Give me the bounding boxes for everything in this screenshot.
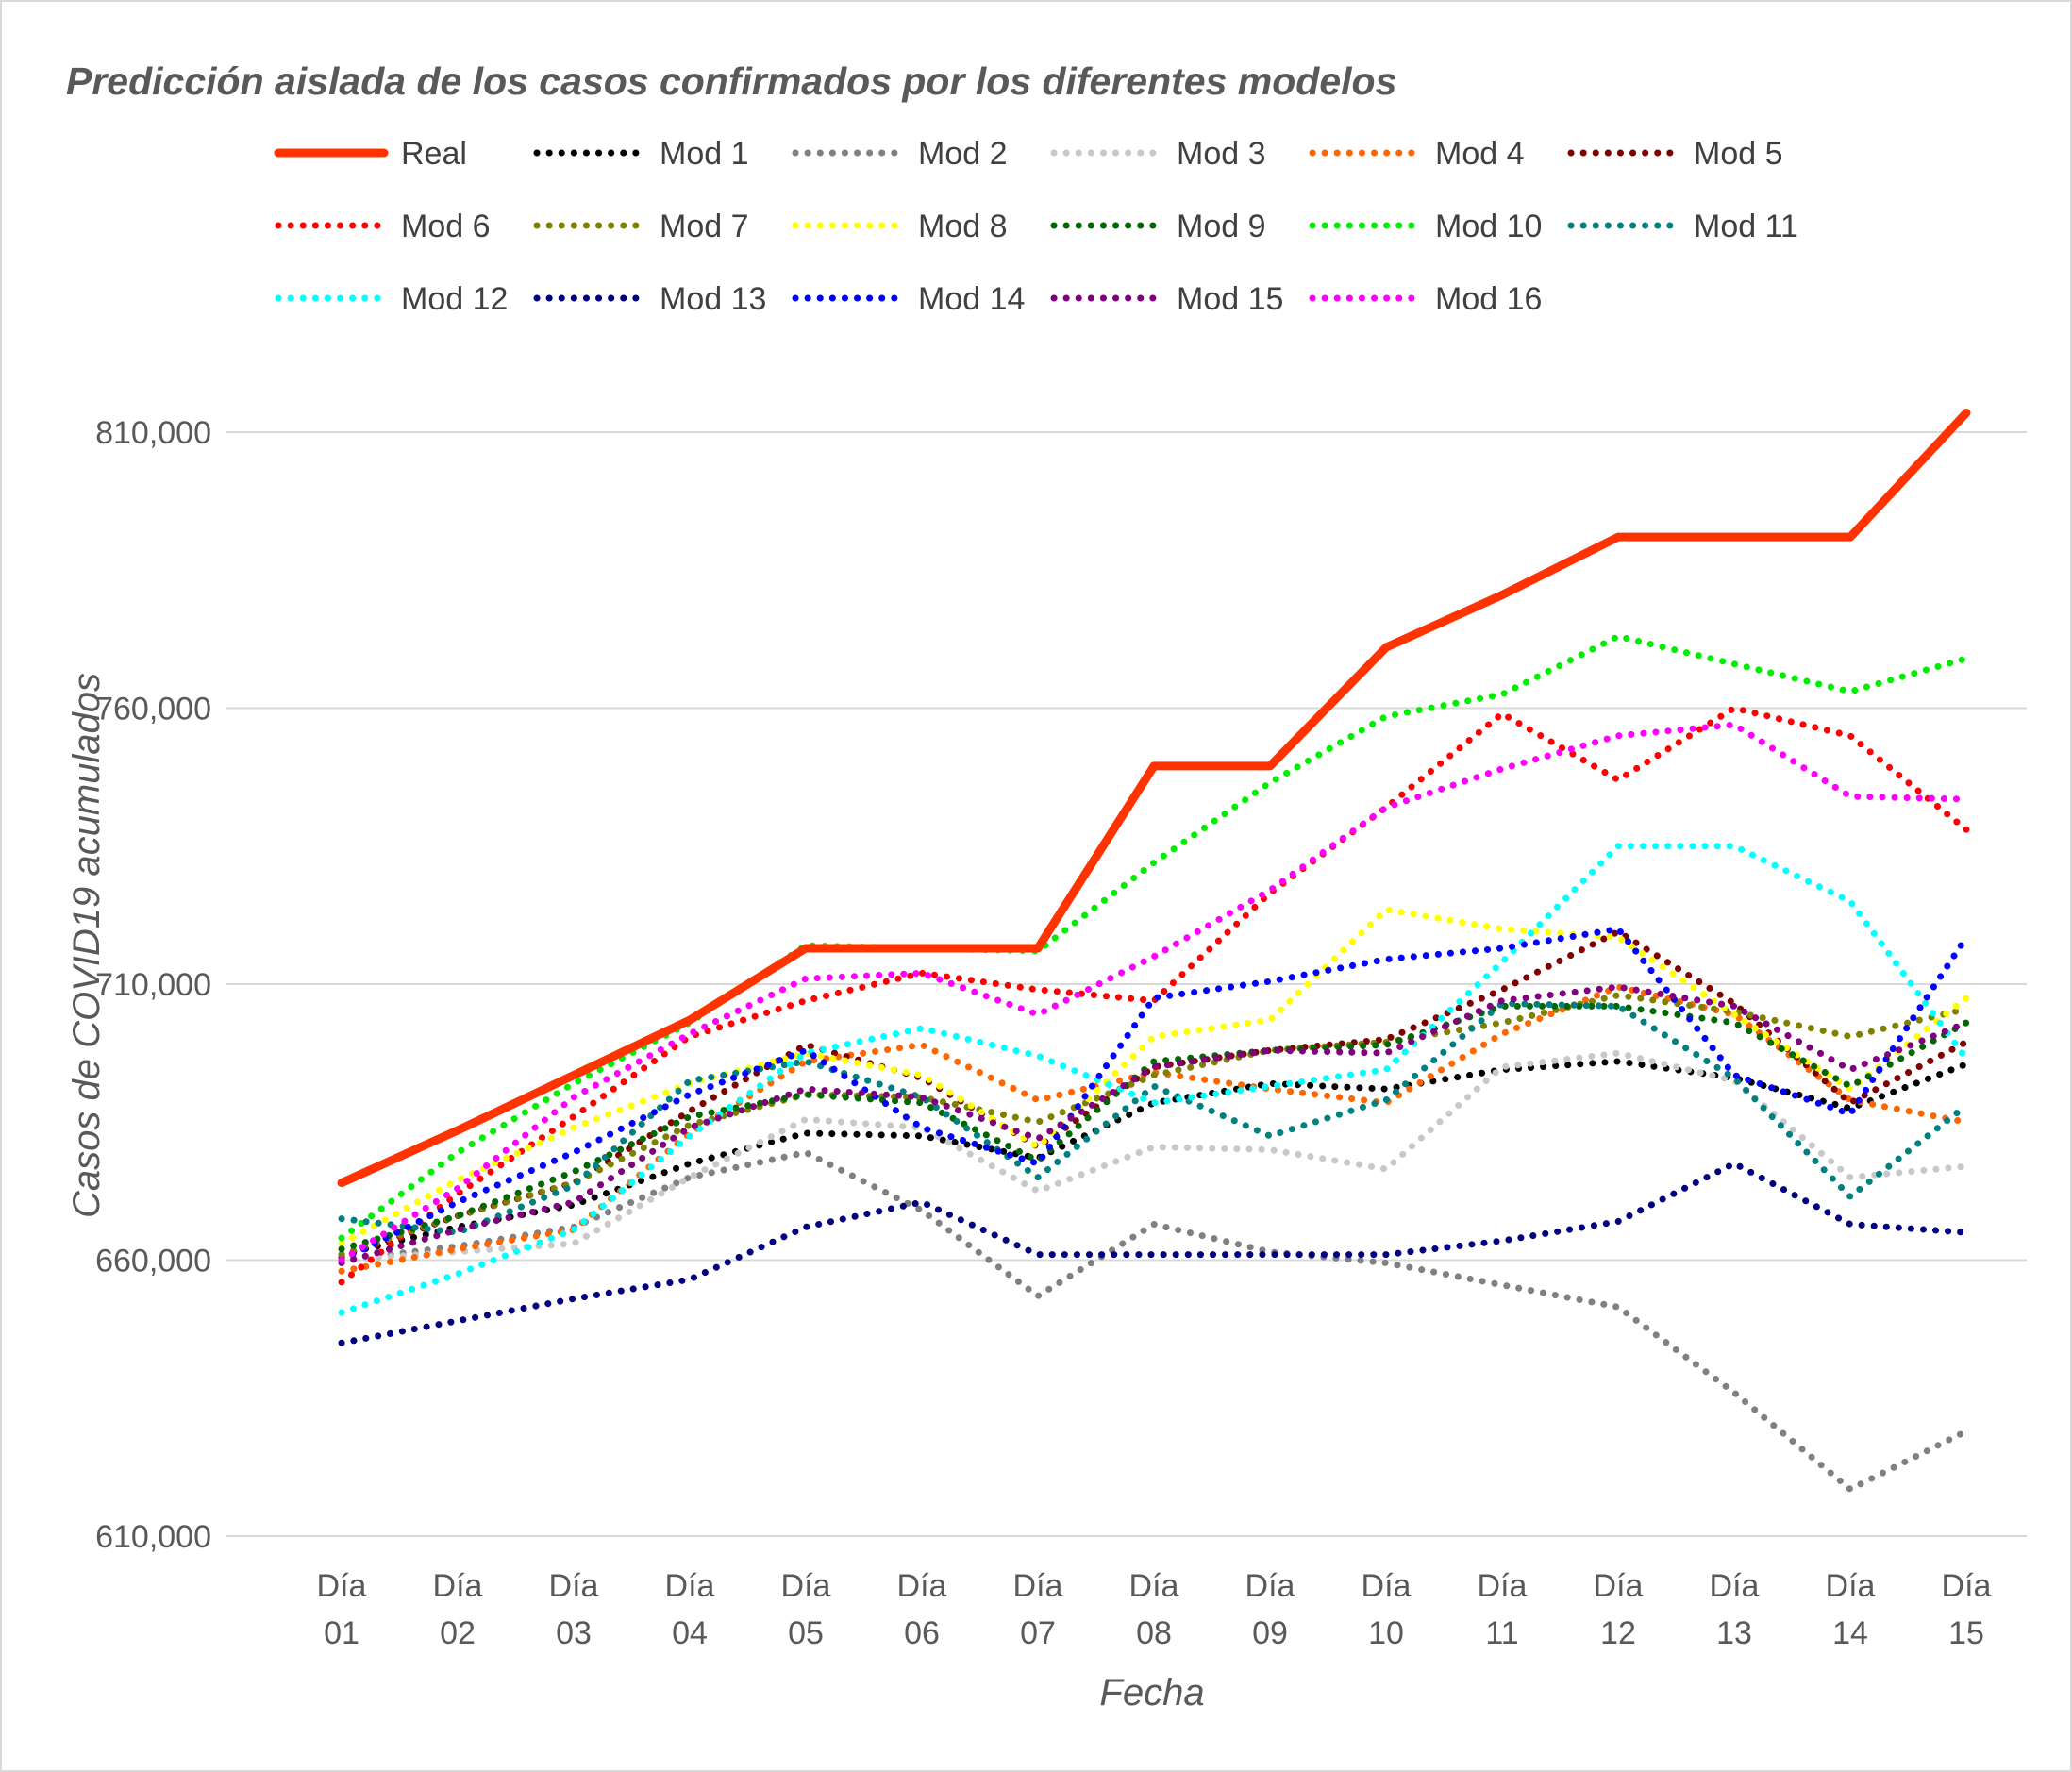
series-real-line xyxy=(337,409,1971,1188)
x-tick-label: Día 03 xyxy=(549,1568,599,1651)
legend-mod-16-label: Mod 16 xyxy=(1435,281,1542,317)
x-tick-label: Día 08 xyxy=(1129,1568,1179,1651)
legend-real-label: Real xyxy=(401,136,467,172)
series-mod-7-line xyxy=(338,992,1970,1259)
y-axis-ticks: 810,000 760,000 710,000 660,000 610,000 xyxy=(95,415,211,1555)
series-mod-5-line xyxy=(338,928,1970,1262)
series-mod-16-line xyxy=(338,721,1970,1263)
y-tick-label: 810,000 xyxy=(95,415,211,451)
legend-mod-4-label: Mod 4 xyxy=(1435,136,1525,172)
x-tick-label: Día 13 xyxy=(1710,1568,1760,1651)
plot-area xyxy=(337,409,1971,1493)
legend-mod-13-label: Mod 13 xyxy=(660,281,766,317)
legend-mod-6-label: Mod 6 xyxy=(401,209,491,244)
x-tick-label: Día 06 xyxy=(897,1568,947,1651)
y-tick-label: 660,000 xyxy=(95,1244,211,1279)
legend-mod-5-label: Mod 5 xyxy=(1694,136,1783,172)
x-axis-title: Fecha xyxy=(1099,1672,1204,1713)
legend-mod-1-label: Mod 1 xyxy=(660,136,749,172)
x-tick-label: Día 05 xyxy=(781,1568,831,1651)
legend-mod-11-label: Mod 11 xyxy=(1694,209,1798,244)
legend-mod-3-label: Mod 3 xyxy=(1177,136,1266,172)
legend-mod-8-label: Mod 8 xyxy=(918,209,1008,244)
x-tick-label: Día 01 xyxy=(317,1568,367,1651)
x-tick-label: Día 12 xyxy=(1594,1568,1644,1651)
legend-mod-12-label: Mod 12 xyxy=(401,281,508,317)
y-tick-label: 710,000 xyxy=(95,967,211,1003)
series-mod-11-line xyxy=(338,999,1970,1236)
y-tick-label: 610,000 xyxy=(95,1519,211,1555)
series-mod-12-line xyxy=(338,843,1970,1316)
legend: Real Mod 1 Mod 2 Mod 3 Mod 4 Mod 5 Mod 6 Mod 7 M… xyxy=(274,136,1798,317)
series-mod-4-line xyxy=(338,983,1970,1275)
legend-mod-2-label: Mod 2 xyxy=(918,136,1008,172)
series-mod-8-line xyxy=(338,906,1970,1247)
legend-mod-10-label: Mod 10 xyxy=(1435,209,1542,244)
series-mod-10-line xyxy=(338,632,1970,1242)
x-tick-label: Día 04 xyxy=(665,1568,715,1651)
x-tick-label: Día 09 xyxy=(1245,1568,1295,1651)
x-tick-label: Día 10 xyxy=(1362,1568,1412,1651)
series-mod-14-line xyxy=(338,926,1970,1263)
chart-title: Predicción aislada de los casos confirma… xyxy=(66,59,1396,103)
x-tick-label: Día 02 xyxy=(433,1568,483,1651)
legend-mod-9-label: Mod 9 xyxy=(1177,209,1266,244)
y-tick-label: 760,000 xyxy=(95,692,211,727)
legend-mod-14-label: Mod 14 xyxy=(918,281,1025,317)
gridlines xyxy=(226,431,2027,1537)
x-axis-ticks: Día 01 Día 02 Día 03 Día 04 Día 05 Día 06 Día 07 Día 08… xyxy=(317,1568,1992,1651)
legend-mod-7-label: Mod 7 xyxy=(660,209,749,244)
x-tick-label: Día 11 xyxy=(1478,1568,1528,1651)
legend-mod-15-label: Mod 15 xyxy=(1177,281,1283,317)
series-mod-15-line xyxy=(338,983,1970,1266)
series-mod-2-line xyxy=(338,1148,1970,1493)
series-mod-6-line xyxy=(338,705,1970,1286)
x-tick-label: Día 14 xyxy=(1826,1568,1876,1651)
x-tick-label: Día 07 xyxy=(1013,1568,1063,1651)
y-axis-title: Casos de COVID19 acumulados xyxy=(66,673,108,1218)
x-tick-label: Día 15 xyxy=(1942,1568,1992,1651)
series-mod-9-line xyxy=(338,1002,1970,1253)
series-mod-13-line xyxy=(338,1160,1970,1346)
